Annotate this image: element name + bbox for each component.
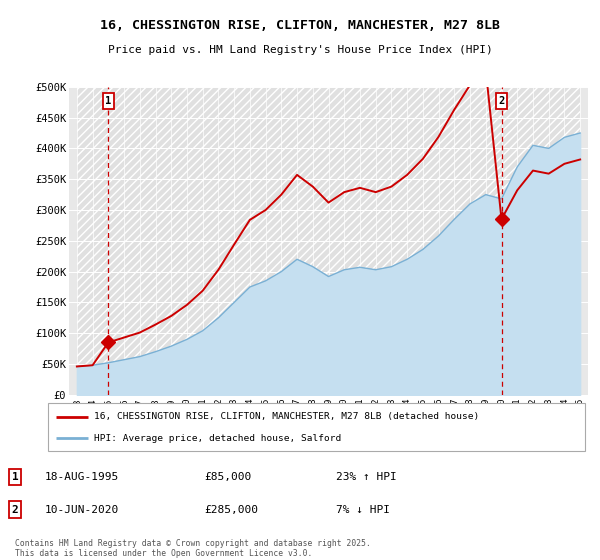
Text: 2: 2 [499,96,505,106]
Text: Price paid vs. HM Land Registry's House Price Index (HPI): Price paid vs. HM Land Registry's House … [107,45,493,55]
Text: 7% ↓ HPI: 7% ↓ HPI [336,505,390,515]
Text: 16, CHESSINGTON RISE, CLIFTON, MANCHESTER, M27 8LB: 16, CHESSINGTON RISE, CLIFTON, MANCHESTE… [100,18,500,32]
FancyBboxPatch shape [48,403,585,451]
Text: 10-JUN-2020: 10-JUN-2020 [45,505,119,515]
Text: HPI: Average price, detached house, Salford: HPI: Average price, detached house, Salf… [94,434,341,443]
Text: £285,000: £285,000 [204,505,258,515]
Text: 1: 1 [105,96,112,106]
Text: 2: 2 [11,505,19,515]
Text: 1: 1 [11,472,19,482]
Text: £85,000: £85,000 [204,472,251,482]
Text: 23% ↑ HPI: 23% ↑ HPI [336,472,397,482]
Text: 18-AUG-1995: 18-AUG-1995 [45,472,119,482]
Text: 16, CHESSINGTON RISE, CLIFTON, MANCHESTER, M27 8LB (detached house): 16, CHESSINGTON RISE, CLIFTON, MANCHESTE… [94,412,479,421]
Text: Contains HM Land Registry data © Crown copyright and database right 2025.
This d: Contains HM Land Registry data © Crown c… [15,539,371,558]
